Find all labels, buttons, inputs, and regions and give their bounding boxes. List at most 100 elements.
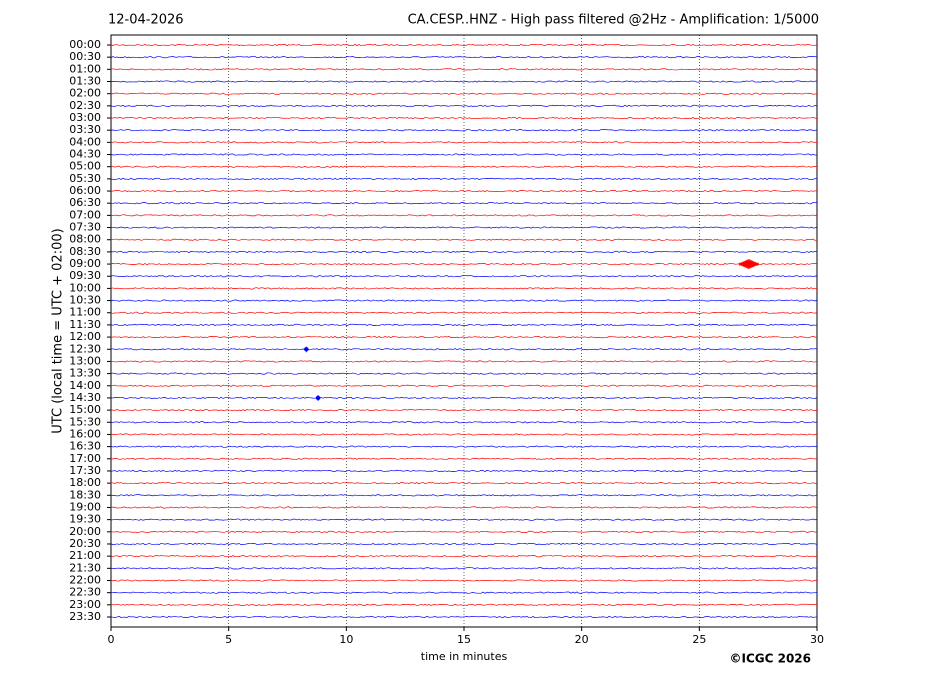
y-tick-label: 23:00 (69, 598, 101, 611)
y-tick-label: 04:30 (69, 148, 101, 161)
trace (110, 591, 818, 594)
trace (110, 384, 818, 387)
trace (110, 238, 818, 241)
y-tick-label: 13:00 (69, 354, 101, 367)
trace (110, 92, 818, 95)
y-tick-label: 23:30 (69, 610, 101, 623)
y-tick-label: 11:00 (69, 306, 101, 319)
y-tick-label: 12:30 (69, 342, 101, 355)
trace (110, 56, 818, 59)
trace (110, 469, 818, 473)
y-tick-label: 12:00 (69, 330, 101, 343)
trace (110, 80, 818, 83)
trace (110, 518, 818, 521)
y-tick-label: 05:30 (69, 172, 101, 185)
trace (110, 494, 818, 497)
y-tick-label: 06:30 (69, 196, 101, 209)
y-tick-label: 10:30 (69, 294, 101, 307)
y-tick-label: 04:00 (69, 135, 101, 148)
x-tick-label: 20 (575, 633, 589, 646)
y-tick-label: 08:30 (69, 245, 101, 258)
x-tick-label: 30 (810, 633, 824, 646)
trace (110, 542, 818, 546)
plot-frame (110, 34, 818, 628)
x-tick-label: 10 (339, 633, 353, 646)
trace (110, 409, 818, 412)
trace (110, 177, 818, 180)
trace (110, 104, 818, 107)
trace (110, 250, 818, 253)
y-tick-label: 05:00 (69, 160, 101, 173)
trace (110, 129, 818, 132)
trace (110, 165, 818, 168)
seismic-event (738, 259, 760, 270)
y-tick-label: 00:30 (69, 50, 101, 63)
x-tick-label: 0 (108, 633, 115, 646)
y-tick-label: 07:30 (69, 221, 101, 234)
y-tick-label: 00:00 (69, 38, 101, 51)
seismic-event (315, 395, 321, 401)
y-tick-label: 02:30 (69, 99, 101, 112)
y-tick-label: 17:30 (69, 464, 101, 477)
trace (110, 214, 818, 217)
y-tick-label: 02:00 (69, 87, 101, 100)
y-tick-label: 16:00 (69, 427, 101, 440)
y-tick-label: 14:00 (69, 379, 101, 392)
chart-date: 12-04-2026 (108, 13, 184, 28)
y-tick-label: 07:00 (69, 208, 101, 221)
y-tick-label: 14:30 (69, 391, 101, 404)
y-tick-label: 15:00 (69, 403, 101, 416)
seismic-event (303, 346, 309, 353)
y-tick-label: 18:00 (69, 476, 101, 489)
y-tick-label: 22:00 (69, 573, 101, 586)
y-tick-label: 22:30 (69, 586, 101, 599)
y-tick-label: 06:00 (69, 184, 101, 197)
trace (110, 202, 818, 205)
trace (110, 311, 818, 314)
x-axis-label: time in minutes (421, 650, 508, 663)
y-tick-label: 03:30 (69, 123, 101, 136)
trace (110, 506, 818, 509)
chart-title: CA.CESP..HNZ - High pass filtered @2Hz -… (408, 13, 819, 28)
trace (110, 336, 818, 339)
y-tick-label: 16:30 (69, 440, 101, 453)
trace (110, 348, 818, 351)
trace (110, 396, 818, 400)
y-tick-label: 20:00 (69, 525, 101, 538)
trace (110, 116, 818, 120)
y-tick-label: 01:30 (69, 75, 101, 88)
y-tick-label: 17:00 (69, 452, 101, 465)
trace (110, 555, 818, 558)
y-tick-label: 09:00 (69, 257, 101, 270)
y-tick-label: 21:30 (69, 561, 101, 574)
trace (110, 603, 818, 606)
trace (110, 372, 818, 375)
y-tick-label: 13:30 (69, 367, 101, 380)
trace (110, 457, 818, 460)
trace (110, 299, 818, 302)
x-tick-label: 15 (457, 633, 471, 646)
y-tick-label: 03:00 (69, 111, 101, 124)
trace (110, 530, 818, 533)
trace (110, 189, 818, 193)
trace (110, 287, 818, 290)
trace (110, 433, 818, 436)
trace (110, 153, 818, 156)
trace (110, 360, 818, 363)
x-tick-label: 5 (225, 633, 232, 646)
trace (110, 275, 818, 278)
trace (110, 141, 818, 144)
y-tick-label: 18:30 (69, 488, 101, 501)
trace (110, 262, 818, 266)
y-tick-label: 15:30 (69, 415, 101, 428)
trace (110, 579, 818, 582)
trace (110, 323, 818, 327)
y-tick-label: 21:00 (69, 549, 101, 562)
y-tick-label: 20:30 (69, 537, 101, 550)
trace (110, 68, 818, 71)
y-tick-label: 11:30 (69, 318, 101, 331)
y-tick-label: 01:00 (69, 62, 101, 75)
trace (110, 226, 818, 229)
y-tick-label: 19:00 (69, 500, 101, 513)
